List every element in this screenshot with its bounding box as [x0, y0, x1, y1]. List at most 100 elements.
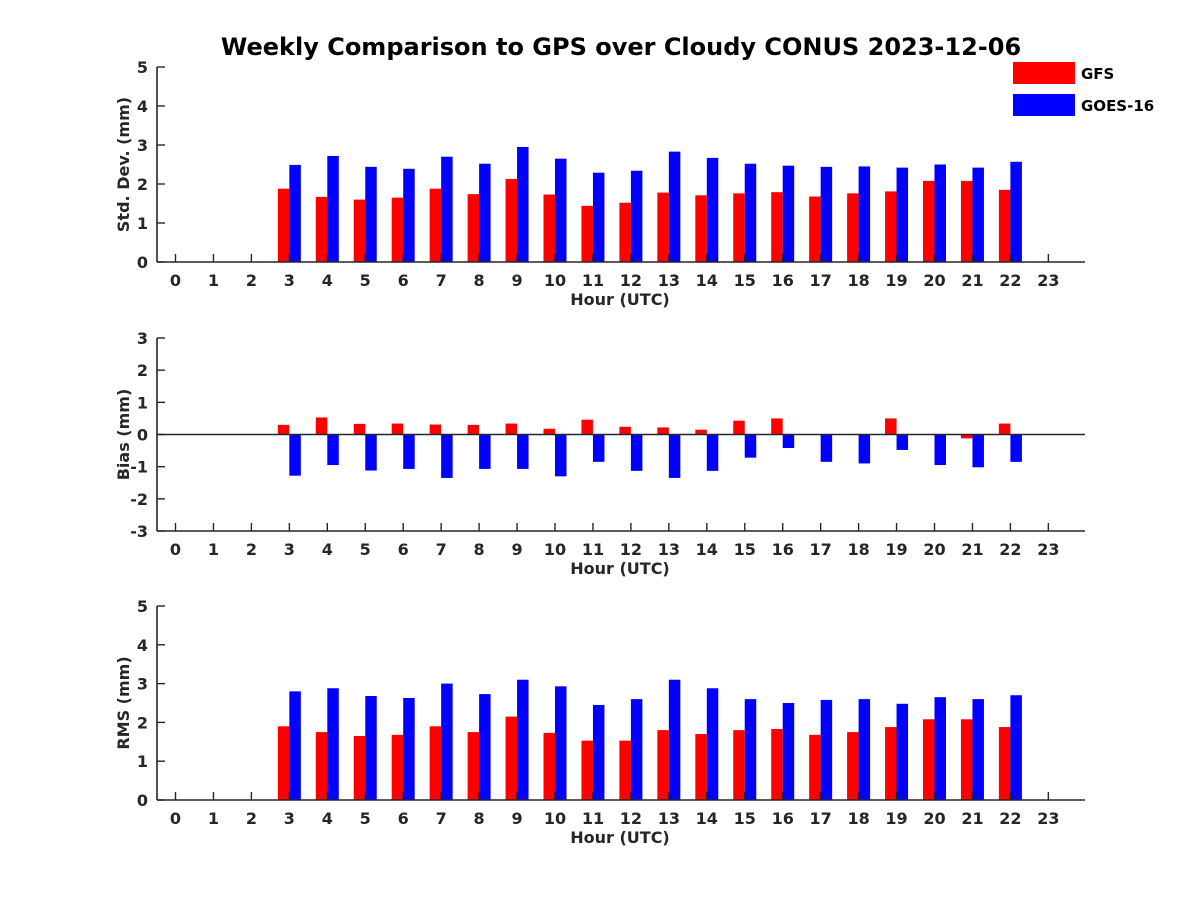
panel0-bar-goes16-hour-21 — [972, 167, 984, 262]
panel1-y-tick-label: -1 — [130, 458, 148, 477]
panel2-bar-gfs-hour-8 — [467, 732, 480, 800]
panel2-x-tick-label: 20 — [923, 809, 945, 828]
panel2-x-tick-label: 18 — [847, 809, 869, 828]
panel1-x-tick-label: 21 — [961, 540, 983, 559]
panel1-bar-gfs-hour-9 — [505, 423, 518, 435]
panel1-bar-gfs-hour-14 — [695, 429, 707, 435]
panel2-x-tick-label: 2 — [246, 809, 257, 828]
panel1-x-tick-label: 11 — [582, 540, 604, 559]
panel1-bar-gfs-hour-12 — [619, 426, 631, 435]
panel0-bar-gfs-hour-13 — [657, 192, 669, 262]
panel0-bar-gfs-hour-18 — [847, 193, 859, 262]
panel1-y-tick-label: 2 — [137, 361, 148, 380]
panel1-bar-gfs-hour-19 — [885, 418, 897, 435]
panel0-x-tick-label: 18 — [847, 271, 869, 290]
panel2-bar-goes16-hour-4 — [327, 688, 339, 800]
panel2-x-axis-label: Hour (UTC) — [570, 828, 670, 847]
panel0-x-tick-label: 20 — [923, 271, 945, 290]
panel2-bar-gfs-hour-3 — [277, 726, 290, 800]
panel2-bar-gfs-hour-4 — [315, 732, 328, 800]
panel1-bar-goes16-hour-4 — [327, 434, 339, 466]
panel0-x-tick-label: 4 — [322, 271, 333, 290]
panel2-bar-goes16-hour-19 — [896, 703, 909, 800]
legend-label-gfs: GFS — [1081, 65, 1114, 83]
legend-swatch-goes16 — [1013, 94, 1075, 116]
panel2-x-tick-label: 10 — [544, 809, 566, 828]
panel1-y-tick-label: 3 — [137, 329, 148, 348]
panel0-x-tick-label: 0 — [170, 271, 181, 290]
panel0-bar-gfs-hour-8 — [467, 194, 480, 262]
panel1-x-tick-label: 20 — [923, 540, 945, 559]
panel0-y-axis-label: Std. Dev. (mm) — [114, 97, 133, 232]
panel0-bar-goes16-hour-16 — [782, 165, 795, 262]
panel1-y-axis-label: Bias (mm) — [114, 389, 133, 481]
panel1-bar-goes16-hour-12 — [630, 434, 643, 471]
panel0-bar-goes16-hour-12 — [630, 170, 643, 262]
panel2-bar-gfs-hour-9 — [505, 716, 518, 800]
panel2-bar-gfs-hour-20 — [923, 719, 935, 800]
panel1-x-tick-label: 12 — [620, 540, 642, 559]
panel0-bar-gfs-hour-5 — [353, 199, 366, 262]
panel0-bar-goes16-hour-11 — [592, 172, 605, 262]
panel1-bar-goes16-hour-20 — [934, 434, 946, 466]
panel1-x-tick-label: 23 — [1037, 540, 1059, 559]
legend-swatch-gfs — [1013, 62, 1075, 84]
panel1-y-tick-label: -3 — [130, 522, 148, 541]
panel2-bar-gfs-hour-13 — [657, 730, 669, 800]
panel1-bar-goes16-hour-22 — [1010, 434, 1022, 462]
panel1-x-tick-label: 17 — [810, 540, 832, 559]
panel0-bar-goes16-hour-8 — [479, 163, 491, 262]
panel0-x-tick-label: 22 — [999, 271, 1021, 290]
panel1-bar-goes16-hour-17 — [820, 434, 833, 462]
panel2-bar-gfs-hour-10 — [543, 732, 555, 800]
legend: GFS GOES-16 — [1013, 62, 1154, 116]
legend-label-goes16: GOES-16 — [1081, 97, 1154, 115]
panel2-bar-goes16-hour-15 — [744, 699, 757, 800]
panel0-bar-gfs-hour-6 — [391, 197, 404, 262]
panel2-x-tick-label: 21 — [961, 809, 983, 828]
panel1-bar-gfs-hour-5 — [353, 423, 366, 435]
panel0-bar-goes16-hour-3 — [289, 164, 301, 262]
panel1-x-tick-label: 15 — [734, 540, 756, 559]
panel0-bar-gfs-hour-10 — [543, 194, 555, 262]
panel0-x-axis-label: Hour (UTC) — [570, 290, 670, 309]
panel0-bar-gfs-hour-19 — [885, 191, 897, 262]
panel1-x-tick-label: 3 — [284, 540, 295, 559]
panel1-bar-goes16-hour-6 — [403, 434, 415, 469]
panel0-bar-goes16-hour-17 — [820, 166, 833, 262]
panel2-bar-goes16-hour-10 — [555, 686, 567, 800]
panel1-x-tick-label: 2 — [246, 540, 257, 559]
panel1-bar-goes16-hour-15 — [744, 434, 757, 458]
panel1-bar-gfs-hour-16 — [771, 418, 783, 435]
panel0-bar-gfs-hour-22 — [998, 189, 1011, 262]
panel2-bar-goes16-hour-7 — [441, 683, 453, 800]
panel0-x-tick-label: 12 — [620, 271, 642, 290]
panel0-y-tick-label: 0 — [137, 253, 148, 272]
panel2-x-tick-label: 6 — [398, 809, 409, 828]
panel1-bar-goes16-hour-13 — [668, 434, 681, 478]
panel1-x-axis-label: Hour (UTC) — [570, 559, 670, 578]
panel2-y-tick-label: 1 — [137, 752, 148, 771]
panel1-bar-goes16-hour-16 — [782, 434, 795, 449]
panel0-bar-goes16-hour-18 — [858, 166, 871, 262]
panel0-x-tick-label: 9 — [511, 271, 522, 290]
chart-title: Weekly Comparison to GPS over Cloudy CON… — [221, 33, 1021, 61]
panel0-x-tick-label: 8 — [474, 271, 485, 290]
panel2-x-tick-label: 8 — [474, 809, 485, 828]
panel2-x-tick-label: 0 — [170, 809, 181, 828]
panel0-bar-goes16-hour-5 — [365, 166, 377, 262]
panel1-bar-gfs-hour-8 — [467, 424, 480, 435]
panel2-bar-goes16-hour-11 — [592, 704, 605, 800]
panel1-bar-goes16-hour-3 — [289, 434, 301, 476]
panel2-y-tick-label: 2 — [137, 713, 148, 732]
panel0-bar-goes16-hour-10 — [555, 158, 567, 262]
panel0-bar-goes16-hour-7 — [441, 156, 453, 262]
panel1-y-tick-label: -2 — [130, 490, 148, 509]
panel2-bar-goes16-hour-22 — [1010, 695, 1022, 800]
panel0-x-tick-label: 6 — [398, 271, 409, 290]
panel1-x-tick-label: 0 — [170, 540, 181, 559]
panel1-x-tick-label: 22 — [999, 540, 1021, 559]
panel0-bar-gfs-hour-15 — [733, 193, 745, 262]
panel0-bar-gfs-hour-7 — [429, 188, 442, 262]
panel1-bar-goes16-hour-14 — [706, 434, 719, 471]
